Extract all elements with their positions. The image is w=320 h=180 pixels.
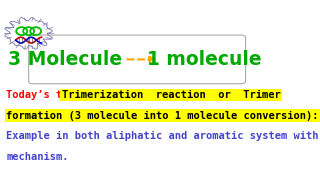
- Text: 1 molecule: 1 molecule: [147, 50, 262, 69]
- FancyBboxPatch shape: [29, 35, 245, 84]
- Text: mechanism.: mechanism.: [6, 152, 69, 162]
- Text: Example in both aliphatic and aromatic system with: Example in both aliphatic and aromatic s…: [6, 131, 319, 141]
- Text: Today’s topic:: Today’s topic:: [6, 90, 106, 100]
- Text: 3 Molecule: 3 Molecule: [8, 50, 122, 69]
- Text: Trimerization  reaction  or  Trimer: Trimerization reaction or Trimer: [61, 90, 280, 100]
- Text: formation (3 molecule into 1 molecule conversion):: formation (3 molecule into 1 molecule co…: [6, 111, 319, 121]
